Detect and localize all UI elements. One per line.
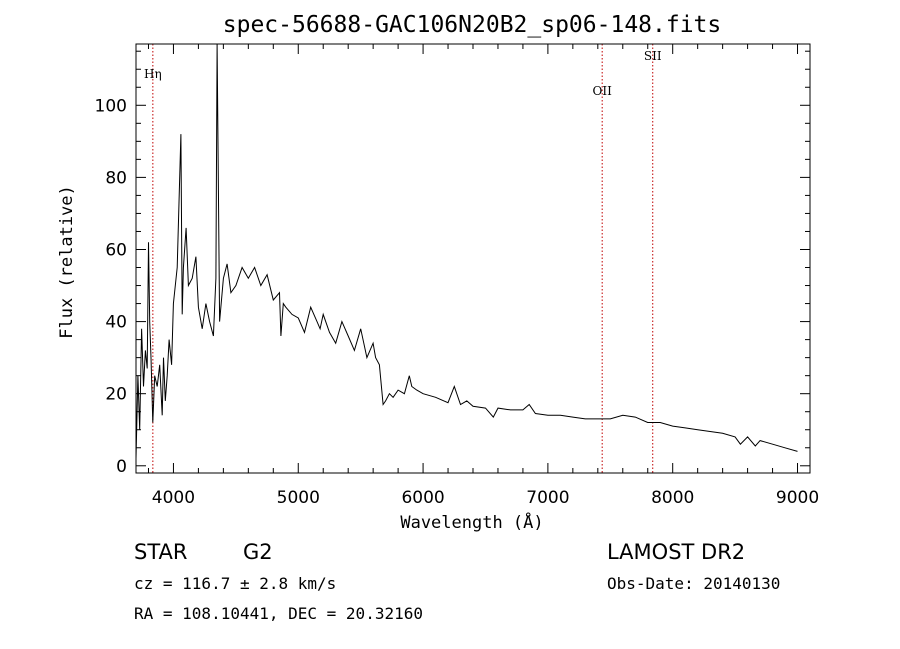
chart-title: spec-56688-GAC106N20B2_sp06-148.fits	[223, 12, 722, 38]
sky-coordinates: RA = 108.10441, DEC = 20.32160	[134, 604, 423, 623]
y-tick-label: 0	[116, 457, 127, 477]
y-tick-label: 100	[95, 96, 127, 116]
x-axis-label: Wavelength (Å)	[400, 511, 543, 533]
emission-line-markers: Hη OII SII	[144, 44, 662, 473]
x-tick-label: 5000	[277, 488, 320, 508]
plot-frame	[135, 43, 811, 474]
line-marker-label: OII	[593, 84, 613, 98]
x-tick-label: 9000	[776, 488, 819, 508]
redshift-velocity: cz = 116.7 ± 2.8 km/s	[134, 574, 336, 593]
x-tick-label: 8000	[651, 488, 694, 508]
survey-name: LAMOST DR2	[607, 540, 745, 564]
spectrum-line	[135, 43, 798, 459]
x-tick-label: 6000	[401, 488, 444, 508]
y-tick-label: 40	[105, 313, 127, 333]
y-tick-label: 80	[105, 168, 127, 188]
line-marker-label: SII	[644, 49, 662, 63]
observation-date: Obs-Date: 20140130	[607, 574, 780, 593]
y-tick-label: 60	[105, 240, 127, 260]
y-tick-label: 20	[105, 385, 127, 405]
axis-ticks: 4000 5000 6000 7000 8000 9000 0 20 40 60 80 100	[95, 44, 819, 508]
x-tick-label: 4000	[152, 488, 195, 508]
x-tick-label: 7000	[526, 488, 569, 508]
object-class: STAR	[134, 540, 187, 564]
object-subclass: G2	[243, 540, 273, 564]
line-marker-label: Hη	[144, 67, 162, 81]
y-axis-label: Flux (relative)	[57, 185, 77, 339]
